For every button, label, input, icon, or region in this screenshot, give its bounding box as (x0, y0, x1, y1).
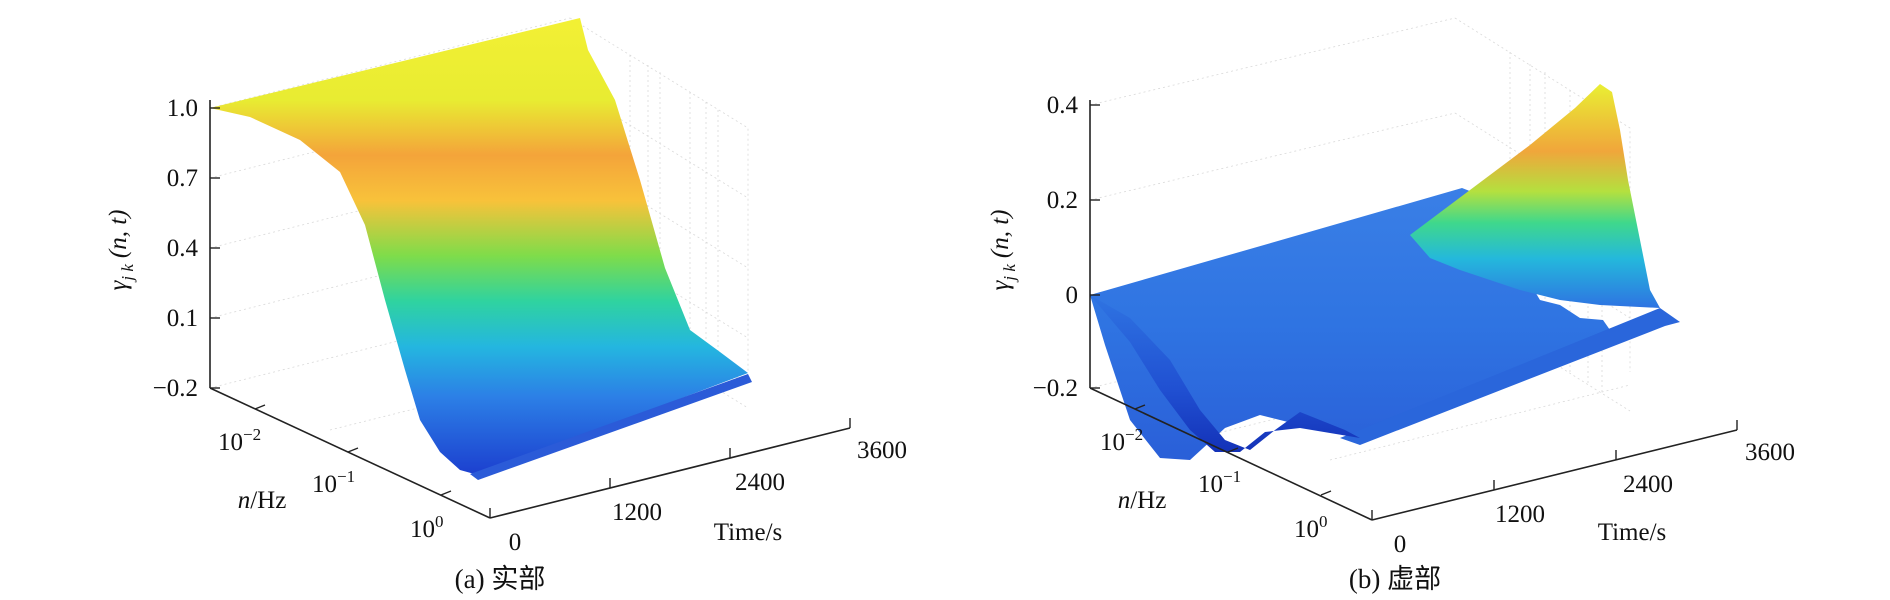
time-tick-a-0: 0 (509, 529, 522, 556)
surface-b-tail (1340, 308, 1680, 445)
caption-a: (a) 实部 (455, 564, 546, 594)
surface-a-flat-tail (470, 374, 752, 480)
freq-tick-a-1: 10−1 (312, 467, 355, 498)
z-tick-a-0: 1.0 (167, 95, 198, 122)
x-axis-label-b: Time/s (1598, 519, 1667, 546)
time-tick-b-2: 2400 (1623, 471, 1673, 498)
z-tick-a-4: −0.2 (153, 375, 198, 402)
panel-a-axes (209, 100, 851, 519)
freq-tick-a-0: 10−2 (218, 425, 261, 456)
z-tick-a-2: 0.4 (167, 235, 199, 262)
z-tick-b-1: 0.2 (1047, 187, 1078, 214)
z-tick-b-2: 0 (1066, 282, 1079, 309)
surface-a (210, 18, 748, 475)
time-tick-b-1: 1200 (1495, 501, 1545, 528)
panel-b-freq-ticks: 10−2 10−1 100 (1100, 404, 1332, 543)
time-tick-b-0: 0 (1394, 531, 1407, 558)
z-tick-a-1: 0.7 (167, 165, 198, 192)
y-axis-label-b: γj k(n, t) (987, 210, 1019, 291)
caption-b: (b) 虚部 (1349, 564, 1441, 594)
x-axis-label-a: Time/s (714, 519, 783, 546)
panel-b-surface (1090, 84, 1680, 460)
freq-tick-b-0: 10−2 (1100, 425, 1143, 456)
panel-a-time-ticks: 0 1200 2400 3600 (489, 418, 907, 556)
panel-b-time-ticks: 0 1200 2400 3600 (1371, 420, 1795, 558)
time-tick-a-2: 2400 (735, 469, 785, 496)
panel-a: 1.0 0.7 0.4 0.1 −0.2 0 1200 2400 3600 10… (105, 17, 907, 594)
panel-b-z-ticks: 0.4 0.2 0 −0.2 (1033, 92, 1100, 402)
panel-a-freq-ticks: 10−2 10−1 100 (218, 404, 452, 543)
freq-tick-b-2: 100 (1294, 512, 1328, 543)
z-tick-b-0: 0.4 (1047, 92, 1079, 119)
freq-tick-b-1: 10−1 (1198, 467, 1241, 498)
n-axis-label-a: n/Hz (238, 487, 287, 514)
panel-a-surface (210, 18, 752, 480)
time-tick-a-3: 3600 (857, 437, 907, 464)
n-axis-label-b: n/Hz (1118, 487, 1167, 514)
panel-a-z-ticks: 1.0 0.7 0.4 0.1 −0.2 (153, 95, 220, 402)
freq-tick-a-2: 100 (410, 512, 444, 543)
panel-b-axes (1089, 100, 1738, 521)
surface-b-ridge (1410, 84, 1660, 308)
panel-b: 0.4 0.2 0 −0.2 0 1200 2400 3600 10−2 10−… (987, 17, 1795, 594)
y-axis-label-a: γj k(n, t) (105, 210, 137, 291)
time-tick-b-3: 3600 (1745, 439, 1795, 466)
z-tick-a-3: 0.1 (167, 305, 198, 332)
surface-b-dip (1090, 295, 1360, 452)
time-tick-a-1: 1200 (612, 499, 662, 526)
z-tick-b-3: −0.2 (1033, 375, 1078, 402)
